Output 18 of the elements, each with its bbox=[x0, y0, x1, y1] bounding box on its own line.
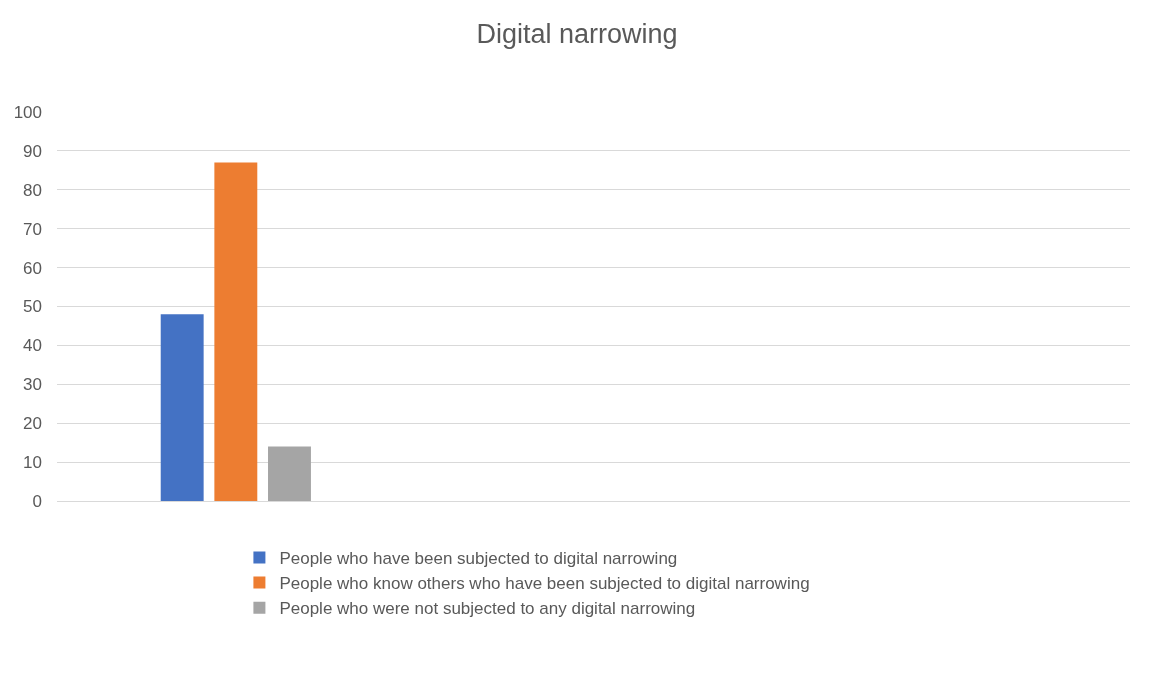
legend-label: People who were not subjected to any digital narrowing bbox=[279, 599, 696, 619]
y-tick-label: 80 bbox=[23, 180, 42, 200]
y-tick-label: 100 bbox=[13, 102, 42, 122]
y-tick-label: 60 bbox=[23, 258, 42, 278]
y-tick-label: 30 bbox=[23, 375, 42, 395]
bar bbox=[160, 314, 204, 501]
y-tick-label: 10 bbox=[23, 453, 42, 473]
legend-label: People who have been subjected to digital narrowing bbox=[279, 549, 678, 569]
y-tick-label: 20 bbox=[23, 414, 42, 434]
y-tick-label: 40 bbox=[23, 336, 42, 356]
chart-title: Digital narrowing bbox=[476, 19, 678, 50]
bar bbox=[268, 446, 311, 501]
y-tick-label: 0 bbox=[32, 491, 42, 511]
y-tick-label: 90 bbox=[23, 141, 42, 161]
y-tick-label: 70 bbox=[23, 219, 42, 239]
y-tick-label: 50 bbox=[23, 297, 42, 317]
bar bbox=[214, 162, 258, 501]
legend-label: People who know others who have been subjected to digital narrowing bbox=[279, 574, 810, 594]
